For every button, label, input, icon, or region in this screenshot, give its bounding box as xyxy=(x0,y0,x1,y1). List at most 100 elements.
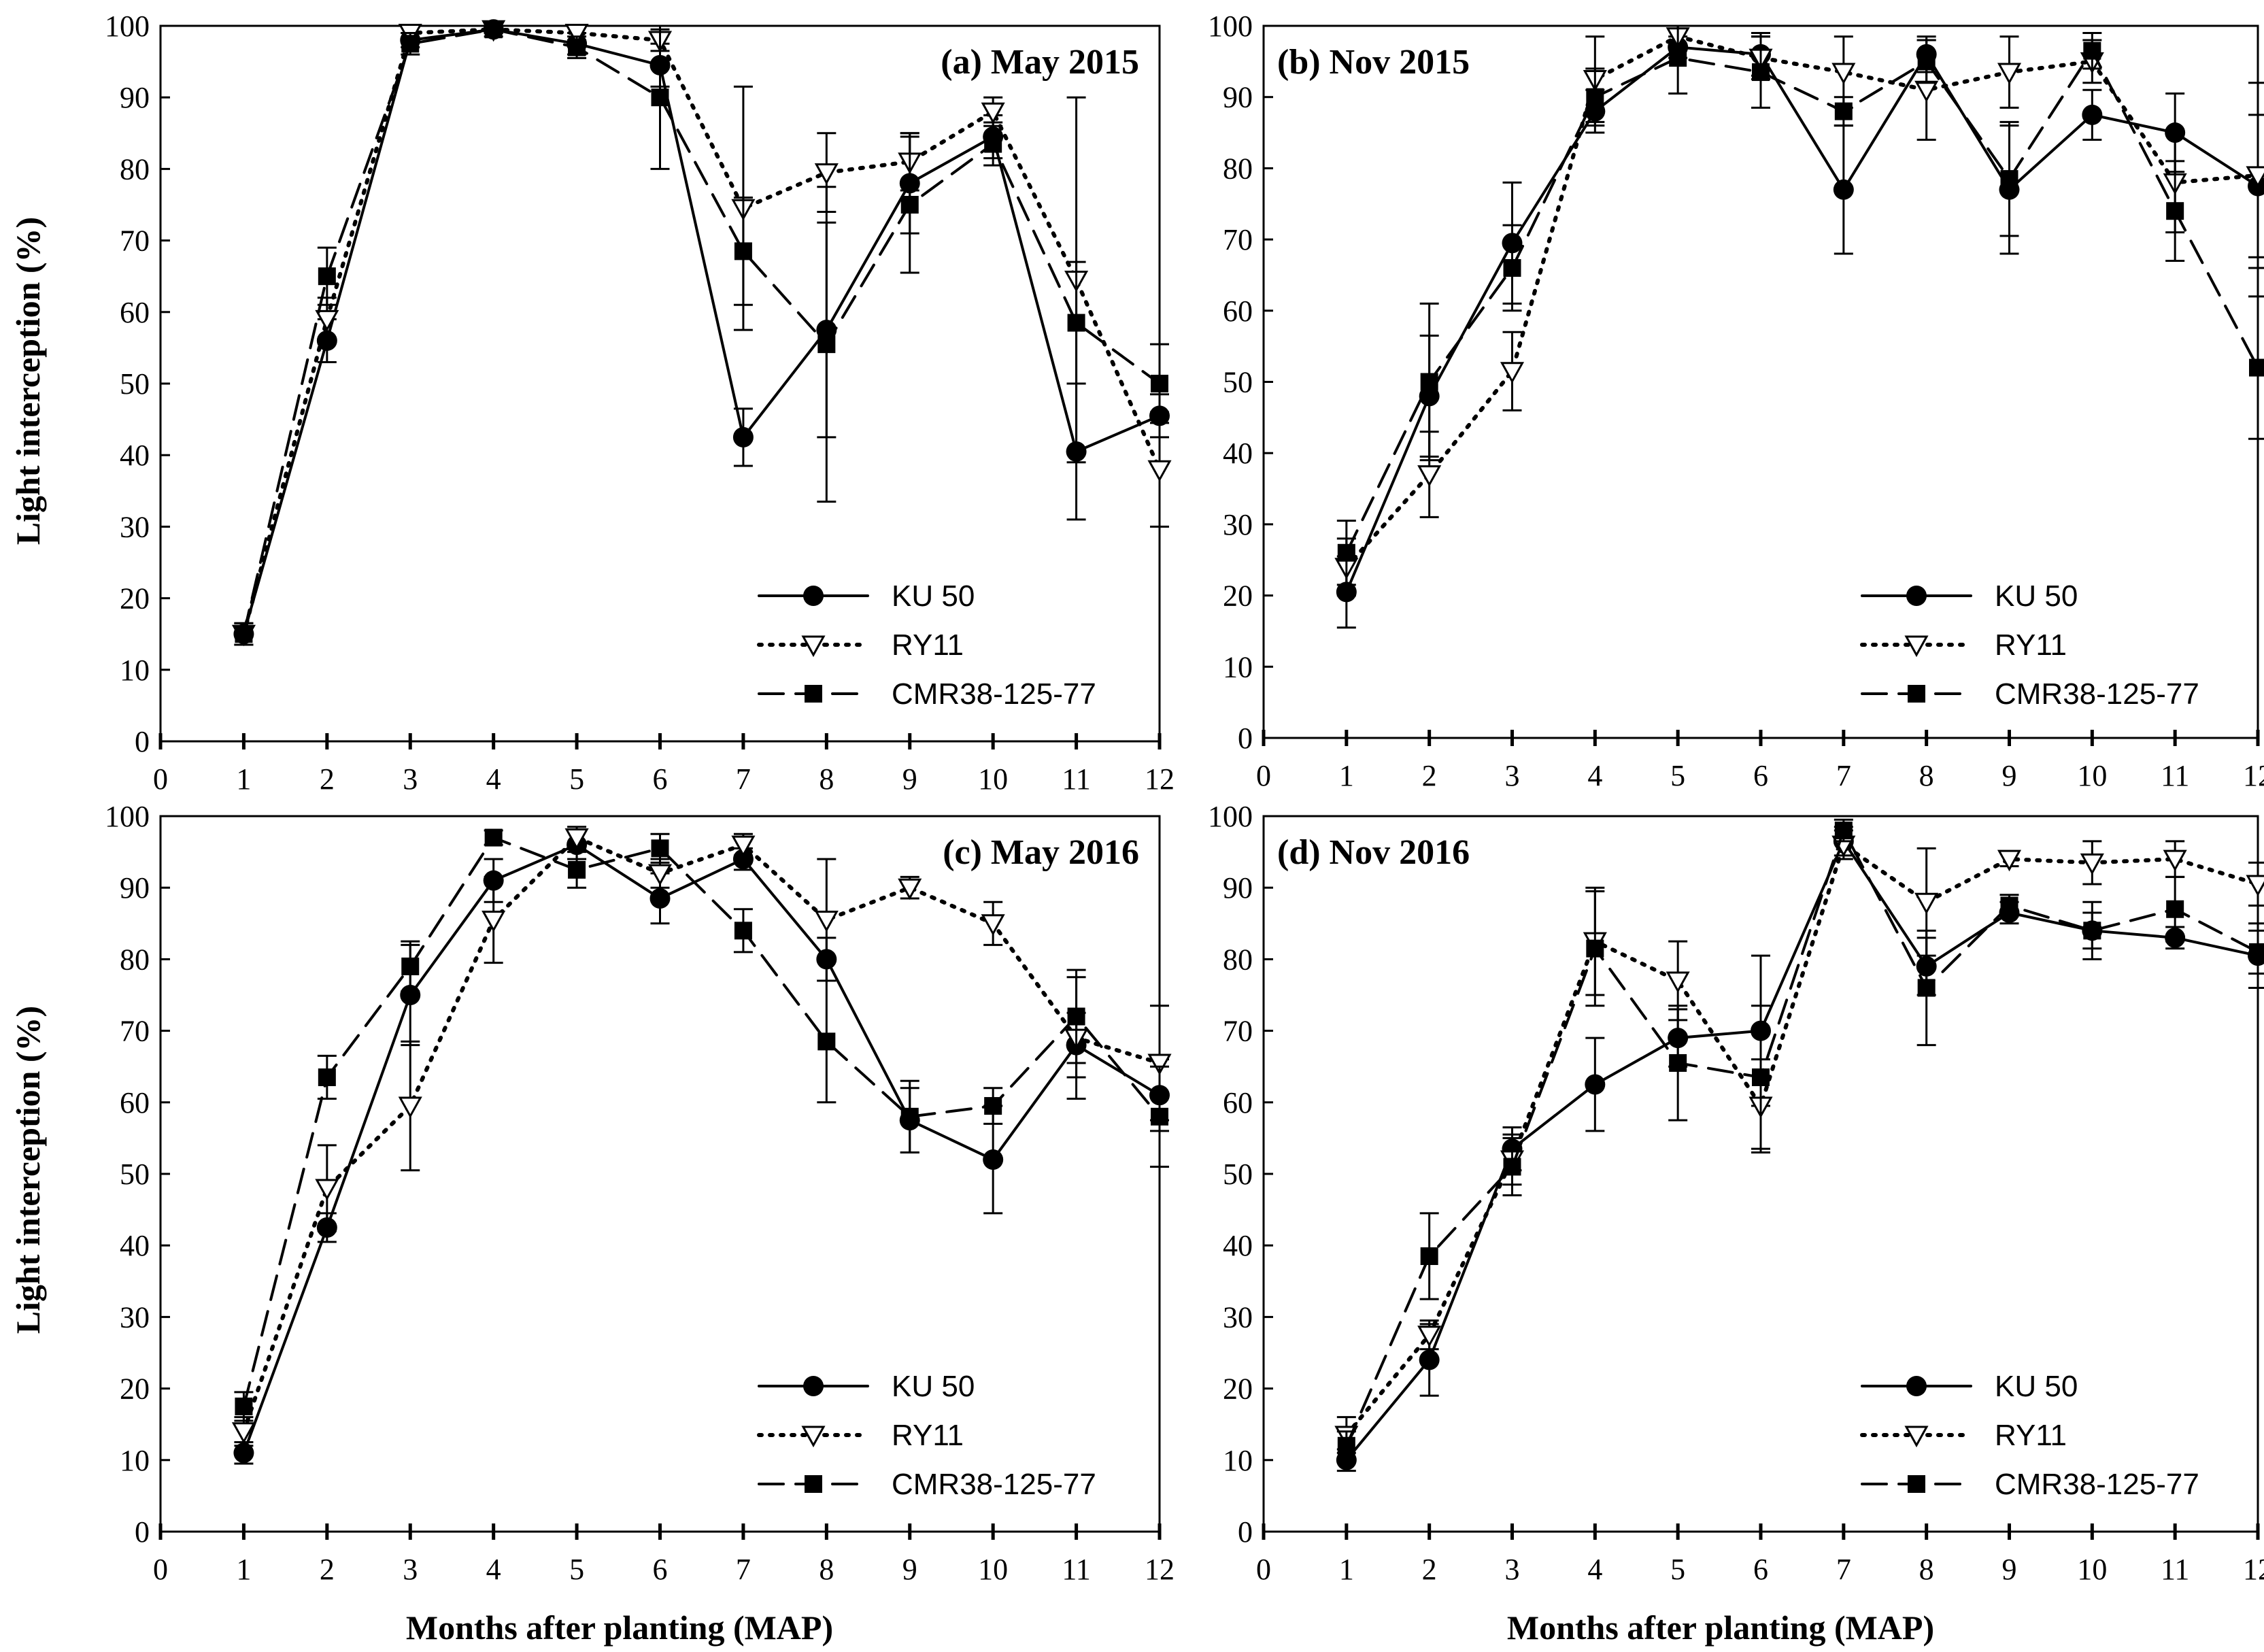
legend-label: KU 50 xyxy=(892,579,975,613)
data-point xyxy=(2000,896,2018,915)
x-tick-label: 0 xyxy=(153,1553,168,1586)
panel-2: 01020304050607080901000123456789101112(b… xyxy=(1208,10,2264,792)
x-tick-label: 2 xyxy=(1422,1553,1437,1586)
data-point xyxy=(1503,258,1521,277)
data-point xyxy=(1834,822,1853,840)
y-tick-label: 70 xyxy=(1223,223,1253,256)
x-tick-label: 12 xyxy=(1145,1553,1175,1586)
y-tick-label: 70 xyxy=(120,224,150,258)
legend-marker xyxy=(803,586,824,606)
data-point xyxy=(734,242,752,260)
data-point xyxy=(318,1068,336,1086)
series-cmr38-125-77 xyxy=(1336,818,2264,1462)
x-tick-label: 0 xyxy=(153,762,168,796)
data-point xyxy=(1997,63,2022,85)
series-ku-50 xyxy=(233,829,1170,1465)
data-point xyxy=(398,1096,422,1119)
data-point xyxy=(315,1179,339,1201)
x-tick-label: 4 xyxy=(486,1553,501,1586)
data-point xyxy=(1669,49,1687,67)
legend-label: CMR38-125-77 xyxy=(892,677,1096,711)
data-point xyxy=(732,426,754,448)
legend-label: RY11 xyxy=(1995,1419,2067,1452)
data-point xyxy=(235,1397,253,1415)
data-point xyxy=(1147,1053,1172,1076)
y-tick-label: 50 xyxy=(1223,366,1253,399)
x-tick-label: 5 xyxy=(1670,759,1685,792)
x-tick-label: 9 xyxy=(902,1553,917,1586)
y-tick-label: 10 xyxy=(1223,650,1253,684)
legend-marker xyxy=(805,1475,822,1493)
x-tick-label: 8 xyxy=(1919,759,1934,792)
data-point xyxy=(1586,88,1604,106)
y-tick-label: 60 xyxy=(1223,1086,1253,1119)
x-tick-label: 2 xyxy=(1422,759,1437,792)
y-tick-label: 80 xyxy=(1223,943,1253,976)
series-line xyxy=(1344,841,2260,1437)
y-tick-label: 0 xyxy=(135,1515,150,1549)
y-tick-label: 50 xyxy=(120,1158,150,1191)
legend: KU 50 RY11 CMR38-125-77 xyxy=(1860,1370,2199,1501)
x-tick-label: 0 xyxy=(1256,1553,1271,1586)
x-tick-label: 3 xyxy=(403,762,418,796)
y-tick-label: 100 xyxy=(105,800,150,833)
x-tick-label: 1 xyxy=(236,762,251,796)
data-point xyxy=(568,860,586,879)
y-tick-label: 20 xyxy=(120,582,150,616)
data-point xyxy=(318,267,336,286)
y-tick-label: 80 xyxy=(120,943,150,976)
series-line xyxy=(242,836,1161,1408)
data-point xyxy=(568,38,586,56)
x-tick-label: 3 xyxy=(1505,1553,1520,1586)
x-tick-label: 9 xyxy=(902,762,917,796)
data-point xyxy=(983,1149,1004,1170)
data-point xyxy=(1914,80,1939,103)
data-point xyxy=(651,839,669,858)
x-tick-label: 1 xyxy=(236,1553,251,1586)
y-tick-label: 30 xyxy=(1223,1300,1253,1334)
x-tick-label: 3 xyxy=(1505,759,1520,792)
data-point xyxy=(2246,166,2264,188)
series-ku-50 xyxy=(1336,31,2264,629)
legend-label: RY11 xyxy=(892,1419,964,1452)
series-ry11 xyxy=(1334,829,2264,1454)
x-axis-label-left: Months after planting (MAP) xyxy=(406,1608,833,1647)
data-point xyxy=(564,24,589,46)
data-point xyxy=(1833,179,1854,200)
data-point xyxy=(2000,170,2018,188)
x-tick-label: 4 xyxy=(486,762,501,796)
y-tick-label: 60 xyxy=(1223,294,1253,328)
data-point xyxy=(647,864,673,886)
data-point xyxy=(401,35,420,53)
legend-label: KU 50 xyxy=(1995,579,2078,613)
x-tick-label: 3 xyxy=(403,1553,418,1586)
data-point xyxy=(1147,460,1172,482)
x-tick-label: 7 xyxy=(1836,759,1851,792)
data-point xyxy=(651,88,669,107)
data-point xyxy=(2080,853,2104,875)
legend-marker xyxy=(1906,1376,1927,1396)
data-point xyxy=(1917,979,1936,997)
x-tick-label: 11 xyxy=(1062,762,1090,796)
data-point xyxy=(817,1032,836,1051)
data-point xyxy=(231,1422,256,1444)
y-axis-label-bottom: Light interception (%) xyxy=(9,1006,47,1334)
series-line xyxy=(1345,48,2259,554)
data-point xyxy=(1417,465,1442,487)
y-tick-label: 60 xyxy=(120,1086,150,1119)
legend-marker xyxy=(1906,586,1927,606)
data-point xyxy=(814,163,839,185)
data-point xyxy=(1831,63,1856,85)
legend-marker xyxy=(803,1376,824,1396)
y-tick-label: 100 xyxy=(105,10,150,43)
data-point xyxy=(400,985,421,1005)
legend-label: CMR38-125-77 xyxy=(892,1468,1096,1501)
panel-4: 01020304050607080901000123456789101112(d… xyxy=(1208,800,2264,1586)
data-point xyxy=(649,888,671,909)
data-point xyxy=(564,828,589,850)
data-point xyxy=(731,835,756,858)
data-point xyxy=(984,1097,1002,1115)
series-line xyxy=(241,27,1162,637)
x-tick-label: 8 xyxy=(1919,1553,1934,1586)
x-tick-label: 6 xyxy=(1753,1553,1768,1586)
